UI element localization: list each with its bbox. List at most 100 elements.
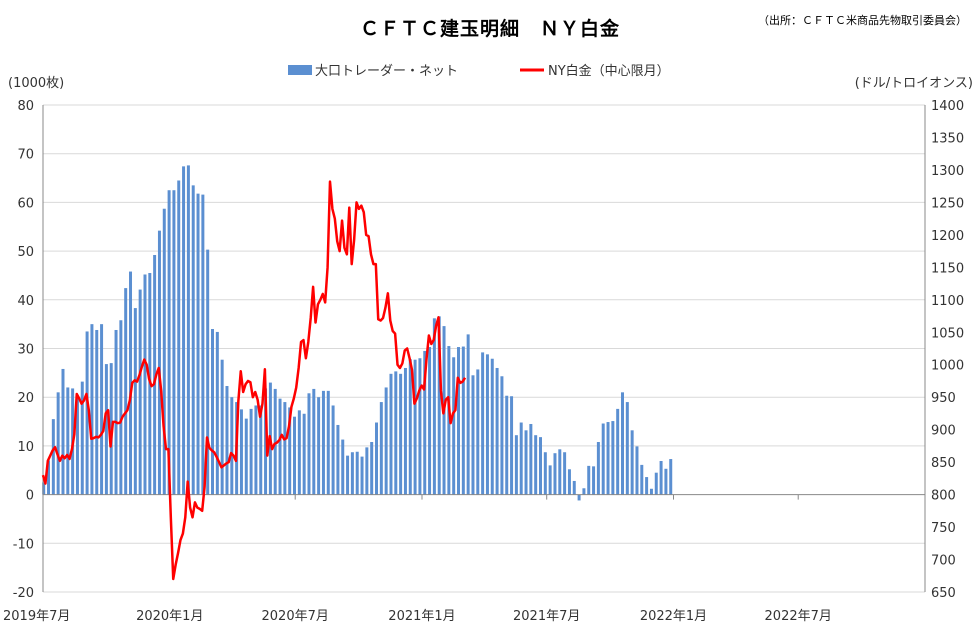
bar — [177, 180, 181, 495]
bar — [572, 480, 576, 495]
bar — [66, 387, 70, 495]
bar — [553, 453, 557, 495]
right-tick-label: 1400 — [931, 99, 964, 114]
bar — [403, 367, 407, 495]
bar — [312, 388, 316, 495]
bar — [206, 249, 210, 495]
bar — [341, 439, 345, 495]
bar — [601, 423, 605, 495]
bar — [408, 359, 412, 495]
bar — [201, 194, 205, 495]
bar — [182, 166, 186, 495]
source-note: （出所：ＣＦＴＣ米商品先物取引委員会） — [758, 13, 967, 27]
bar — [476, 369, 480, 495]
left-tick-label: 10 — [17, 440, 34, 455]
x-tick-label: 2020年1月 — [136, 609, 203, 624]
right-tick-label: 1150 — [931, 261, 964, 276]
left-tick-label: -10 — [13, 537, 34, 552]
bar — [606, 422, 610, 495]
left-tick-label: 0 — [26, 489, 34, 504]
bar — [645, 477, 649, 495]
bar — [288, 407, 292, 495]
bar — [211, 329, 214, 495]
left-tick-label: 70 — [17, 148, 34, 163]
right-tick-label: 900 — [931, 424, 956, 439]
left-tick-label: 60 — [17, 196, 34, 211]
bar — [61, 368, 65, 495]
bar — [558, 449, 562, 495]
right-tick-label: 950 — [931, 391, 956, 406]
bar — [365, 447, 369, 495]
bar — [80, 381, 84, 495]
bar — [587, 465, 591, 495]
bar — [215, 331, 219, 495]
legend-label-line: NY白金（中心限月） — [548, 63, 670, 79]
bar — [157, 230, 161, 495]
bar — [654, 472, 658, 495]
bar — [510, 396, 514, 495]
bar — [172, 190, 176, 495]
bar — [230, 397, 234, 495]
bar — [495, 367, 499, 495]
bar — [625, 402, 629, 495]
bar — [191, 185, 195, 495]
bar — [616, 408, 620, 495]
left-tick-label: 80 — [17, 99, 34, 114]
bar — [225, 386, 229, 495]
bar — [153, 255, 157, 495]
right-tick-label: 800 — [931, 489, 956, 504]
bar — [394, 371, 398, 495]
bar — [124, 288, 128, 495]
right-axis-unit: (ドル/トロイオンス) — [855, 76, 973, 91]
left-axis-unit: (1000枚) — [8, 76, 64, 91]
bar — [297, 410, 301, 495]
bar — [399, 373, 403, 495]
bar — [640, 464, 644, 495]
bar — [133, 308, 137, 495]
bar — [543, 452, 547, 495]
right-tick-label: 1050 — [931, 326, 964, 341]
bar — [539, 437, 542, 495]
bar — [350, 452, 354, 495]
bar — [220, 359, 224, 495]
bar — [259, 405, 263, 495]
bar — [432, 318, 436, 495]
right-tick-label: 1200 — [931, 229, 964, 244]
left-tick-label: -20 — [13, 586, 34, 601]
right-tick-label: 1100 — [931, 294, 964, 309]
left-tick-label: 40 — [17, 294, 34, 309]
bar — [254, 405, 258, 495]
bar — [244, 418, 248, 495]
bar — [649, 488, 653, 495]
bar — [471, 375, 475, 495]
bar — [283, 402, 287, 495]
bar — [90, 324, 94, 495]
bar — [143, 274, 147, 495]
right-tick-label: 650 — [931, 586, 956, 601]
bar — [51, 419, 55, 495]
bar — [389, 373, 393, 495]
bar — [485, 354, 489, 495]
bar — [577, 494, 581, 501]
bar — [239, 409, 243, 495]
bar — [481, 352, 485, 495]
bar — [307, 393, 311, 495]
bar — [490, 358, 494, 495]
left-axis-ticks: -20 -10 0 10 20 30 40 50 60 70 80 — [13, 99, 34, 601]
bar — [114, 329, 118, 495]
x-tick-label: 2020年7月 — [262, 609, 329, 624]
legend-label-bars: 大口トレーダー・ネット — [315, 64, 458, 79]
bar — [293, 416, 296, 495]
bar — [466, 334, 470, 495]
bar — [621, 392, 624, 495]
bar — [331, 405, 335, 495]
bar — [75, 398, 79, 495]
bar — [100, 324, 104, 495]
right-tick-label: 1300 — [931, 164, 964, 179]
bar — [119, 320, 123, 495]
bar — [437, 316, 441, 495]
bar — [447, 346, 451, 495]
bar — [664, 468, 668, 495]
bar — [505, 395, 509, 495]
right-tick-label: 1250 — [931, 196, 964, 211]
